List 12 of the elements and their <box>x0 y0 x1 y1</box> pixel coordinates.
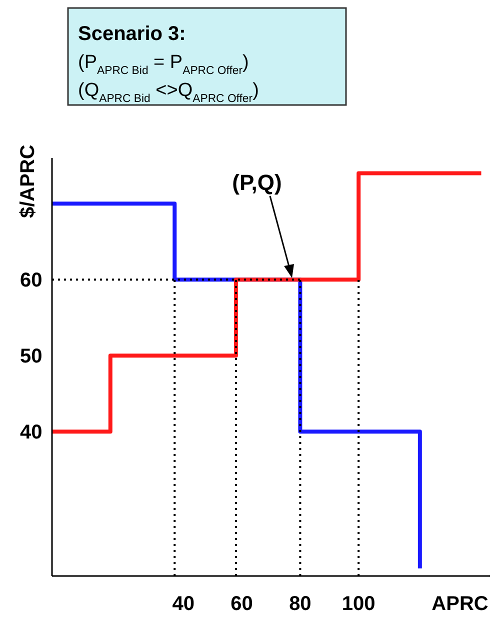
x-axis-title: APRC <box>432 593 488 615</box>
annotation: (P,Q) <box>232 170 282 195</box>
y-tick-label: 40 <box>20 422 42 444</box>
text: (P$_{APRC Bid}$ = P$_{APRC Offer}$) (Q$_{APRC Bid}$ <>Q$_{APRC Offer}$) <box>78 52 259 105</box>
y-tick-label: 50 <box>20 346 42 368</box>
y-axis-title: $/APRC <box>17 144 39 218</box>
x-tick-label: 100 <box>342 593 376 615</box>
y-tick-label: 60 <box>20 270 42 292</box>
x-tick-label: 60 <box>230 593 253 615</box>
x-tick-label: 40 <box>172 593 195 615</box>
chart-title: Scenario 3: <box>78 23 186 45</box>
x-tick-label: 80 <box>289 593 312 615</box>
